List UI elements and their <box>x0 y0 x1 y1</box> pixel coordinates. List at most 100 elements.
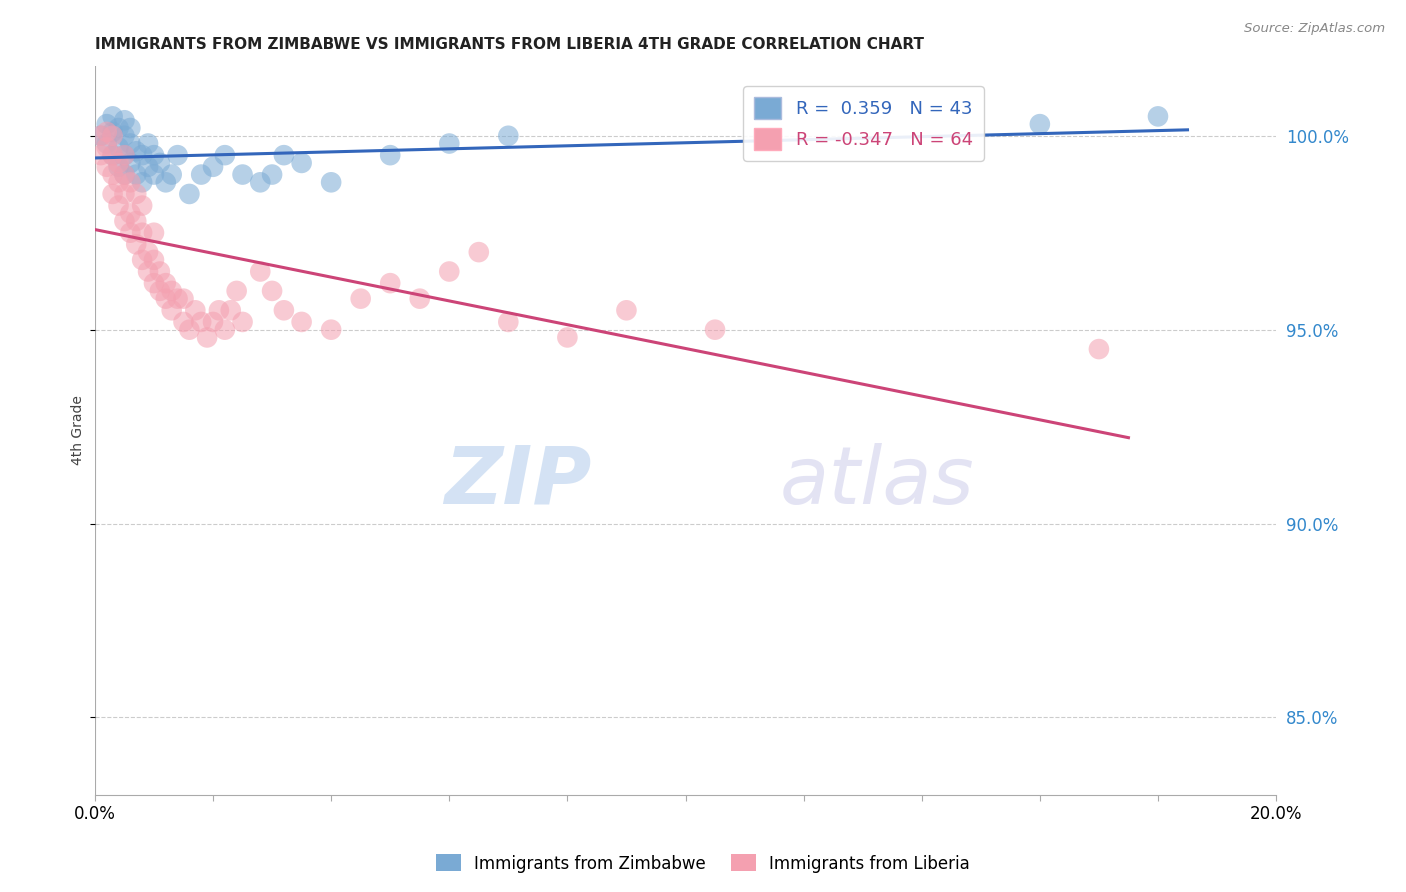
Point <box>96 160 118 174</box>
Point <box>202 315 225 329</box>
Point <box>273 148 295 162</box>
Point <box>114 168 136 182</box>
Point <box>557 330 579 344</box>
Point <box>214 148 236 162</box>
Legend: R =  0.359   N = 43, R = -0.347   N = 64: R = 0.359 N = 43, R = -0.347 N = 64 <box>744 86 984 161</box>
Point <box>1088 342 1111 356</box>
Point <box>262 284 284 298</box>
Point <box>96 140 118 154</box>
Point <box>90 148 112 162</box>
Point <box>616 303 638 318</box>
Y-axis label: 4th Grade: 4th Grade <box>72 395 86 466</box>
Legend: Immigrants from Zimbabwe, Immigrants from Liberia: Immigrants from Zimbabwe, Immigrants fro… <box>429 847 977 880</box>
Text: IMMIGRANTS FROM ZIMBABWE VS IMMIGRANTS FROM LIBERIA 4TH GRADE CORRELATION CHART: IMMIGRANTS FROM ZIMBABWE VS IMMIGRANTS F… <box>96 37 924 53</box>
Point <box>107 156 129 170</box>
Point <box>1029 117 1052 131</box>
Point <box>131 198 153 212</box>
Point <box>166 148 188 162</box>
Point <box>166 292 188 306</box>
Point <box>219 303 242 318</box>
Point <box>321 323 343 337</box>
Point <box>125 145 148 159</box>
Point <box>498 128 520 143</box>
Point <box>143 168 166 182</box>
Point <box>149 156 172 170</box>
Point <box>136 136 159 151</box>
Point <box>101 125 124 139</box>
Point <box>96 117 118 131</box>
Point <box>131 175 153 189</box>
Text: atlas: atlas <box>780 442 974 521</box>
Point <box>202 160 225 174</box>
Point <box>125 168 148 182</box>
Point <box>232 168 254 182</box>
Point <box>225 284 247 298</box>
Point <box>195 330 218 344</box>
Point <box>149 284 172 298</box>
Point <box>101 148 124 162</box>
Point <box>136 264 159 278</box>
Point <box>184 303 207 318</box>
Point <box>155 175 177 189</box>
Point <box>143 226 166 240</box>
Point <box>468 245 491 260</box>
Point <box>704 323 727 337</box>
Point <box>101 186 124 201</box>
Point <box>190 168 212 182</box>
Point <box>273 303 295 318</box>
Point <box>143 148 166 162</box>
Point <box>114 128 136 143</box>
Point <box>439 136 461 151</box>
Point <box>107 121 129 136</box>
Point <box>90 128 112 143</box>
Point <box>149 264 172 278</box>
Text: Source: ZipAtlas.com: Source: ZipAtlas.com <box>1244 22 1385 36</box>
Point <box>380 276 402 290</box>
Point <box>114 148 136 162</box>
Point <box>262 168 284 182</box>
Point <box>291 156 314 170</box>
Point <box>90 128 112 143</box>
Point <box>131 252 153 267</box>
Point <box>409 292 432 306</box>
Point <box>107 160 129 174</box>
Point <box>173 292 195 306</box>
Point <box>214 323 236 337</box>
Point <box>136 160 159 174</box>
Point <box>179 186 201 201</box>
Point <box>107 140 129 154</box>
Point <box>125 214 148 228</box>
Point <box>208 303 231 318</box>
Point <box>114 113 136 128</box>
Point <box>160 303 183 318</box>
Point <box>114 148 136 162</box>
Point <box>131 226 153 240</box>
Point <box>321 175 343 189</box>
Point <box>114 168 136 182</box>
Point <box>190 315 212 329</box>
Point <box>120 136 142 151</box>
Point <box>101 128 124 143</box>
Point <box>291 315 314 329</box>
Point <box>96 125 118 139</box>
Point <box>125 237 148 252</box>
Point <box>173 315 195 329</box>
Point <box>160 284 183 298</box>
Point <box>114 214 136 228</box>
Point <box>96 136 118 151</box>
Point <box>107 198 129 212</box>
Point <box>114 186 136 201</box>
Point <box>101 148 124 162</box>
Point <box>232 315 254 329</box>
Point <box>155 276 177 290</box>
Point <box>160 168 183 182</box>
Point <box>107 175 129 189</box>
Point <box>120 226 142 240</box>
Point <box>498 315 520 329</box>
Point <box>125 186 148 201</box>
Point <box>155 292 177 306</box>
Point <box>101 109 124 123</box>
Point <box>120 156 142 170</box>
Point <box>380 148 402 162</box>
Text: ZIP: ZIP <box>444 442 591 521</box>
